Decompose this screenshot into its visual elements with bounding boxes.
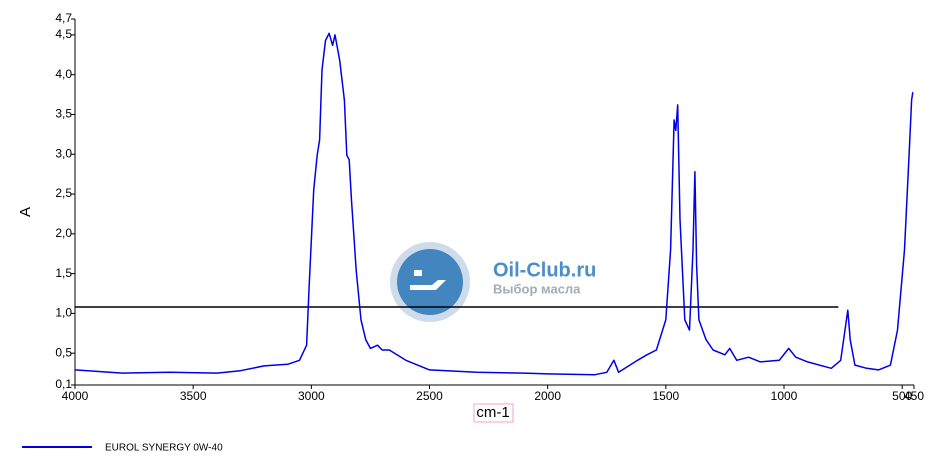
- x-tick-label: 2500: [416, 389, 443, 403]
- x-tick-label: 3000: [298, 389, 325, 403]
- watermark-subtitle: Выбор масла: [493, 281, 581, 296]
- logo-cap: [414, 270, 422, 276]
- y-tick-label: 0,1: [55, 377, 72, 391]
- watermark: Oil-Club.ru Выбор масла: [390, 242, 596, 322]
- y-tick-label: 4,5: [55, 27, 72, 41]
- logo-disc: [397, 249, 463, 315]
- y-tick-label: 1,0: [55, 306, 72, 320]
- legend-label: EUROL SYNERGY 0W-40: [105, 443, 223, 454]
- logo-can: [410, 280, 446, 290]
- x-label-box: [473, 403, 514, 423]
- y-tick-label: 2,5: [55, 186, 72, 200]
- x-tick-label: 3500: [180, 389, 207, 403]
- x-tick-label: 2000: [534, 389, 561, 403]
- y-tick-label: 3,5: [55, 107, 72, 121]
- y-tick-label: 1,5: [55, 266, 72, 280]
- y-axis-label: A: [17, 207, 34, 217]
- y-tick-label: 4,7: [55, 11, 72, 25]
- x-axis-label: cm-1: [476, 404, 509, 421]
- y-tick-label: 2,0: [55, 226, 72, 240]
- x-tick-label: 500: [892, 389, 912, 403]
- x-tick-label: 1000: [771, 389, 798, 403]
- y-tick-label: 4,0: [55, 67, 72, 81]
- y-tick-label: 0,5: [55, 345, 72, 359]
- x-tick-label: 4000: [62, 389, 89, 403]
- spectrum-line: [74, 32, 914, 376]
- x-tick-label: 1500: [652, 389, 679, 403]
- x-tick-label: 450: [904, 389, 924, 403]
- y-tick-label: 3,0: [55, 146, 72, 160]
- watermark-title: Oil-Club.ru: [493, 259, 596, 281]
